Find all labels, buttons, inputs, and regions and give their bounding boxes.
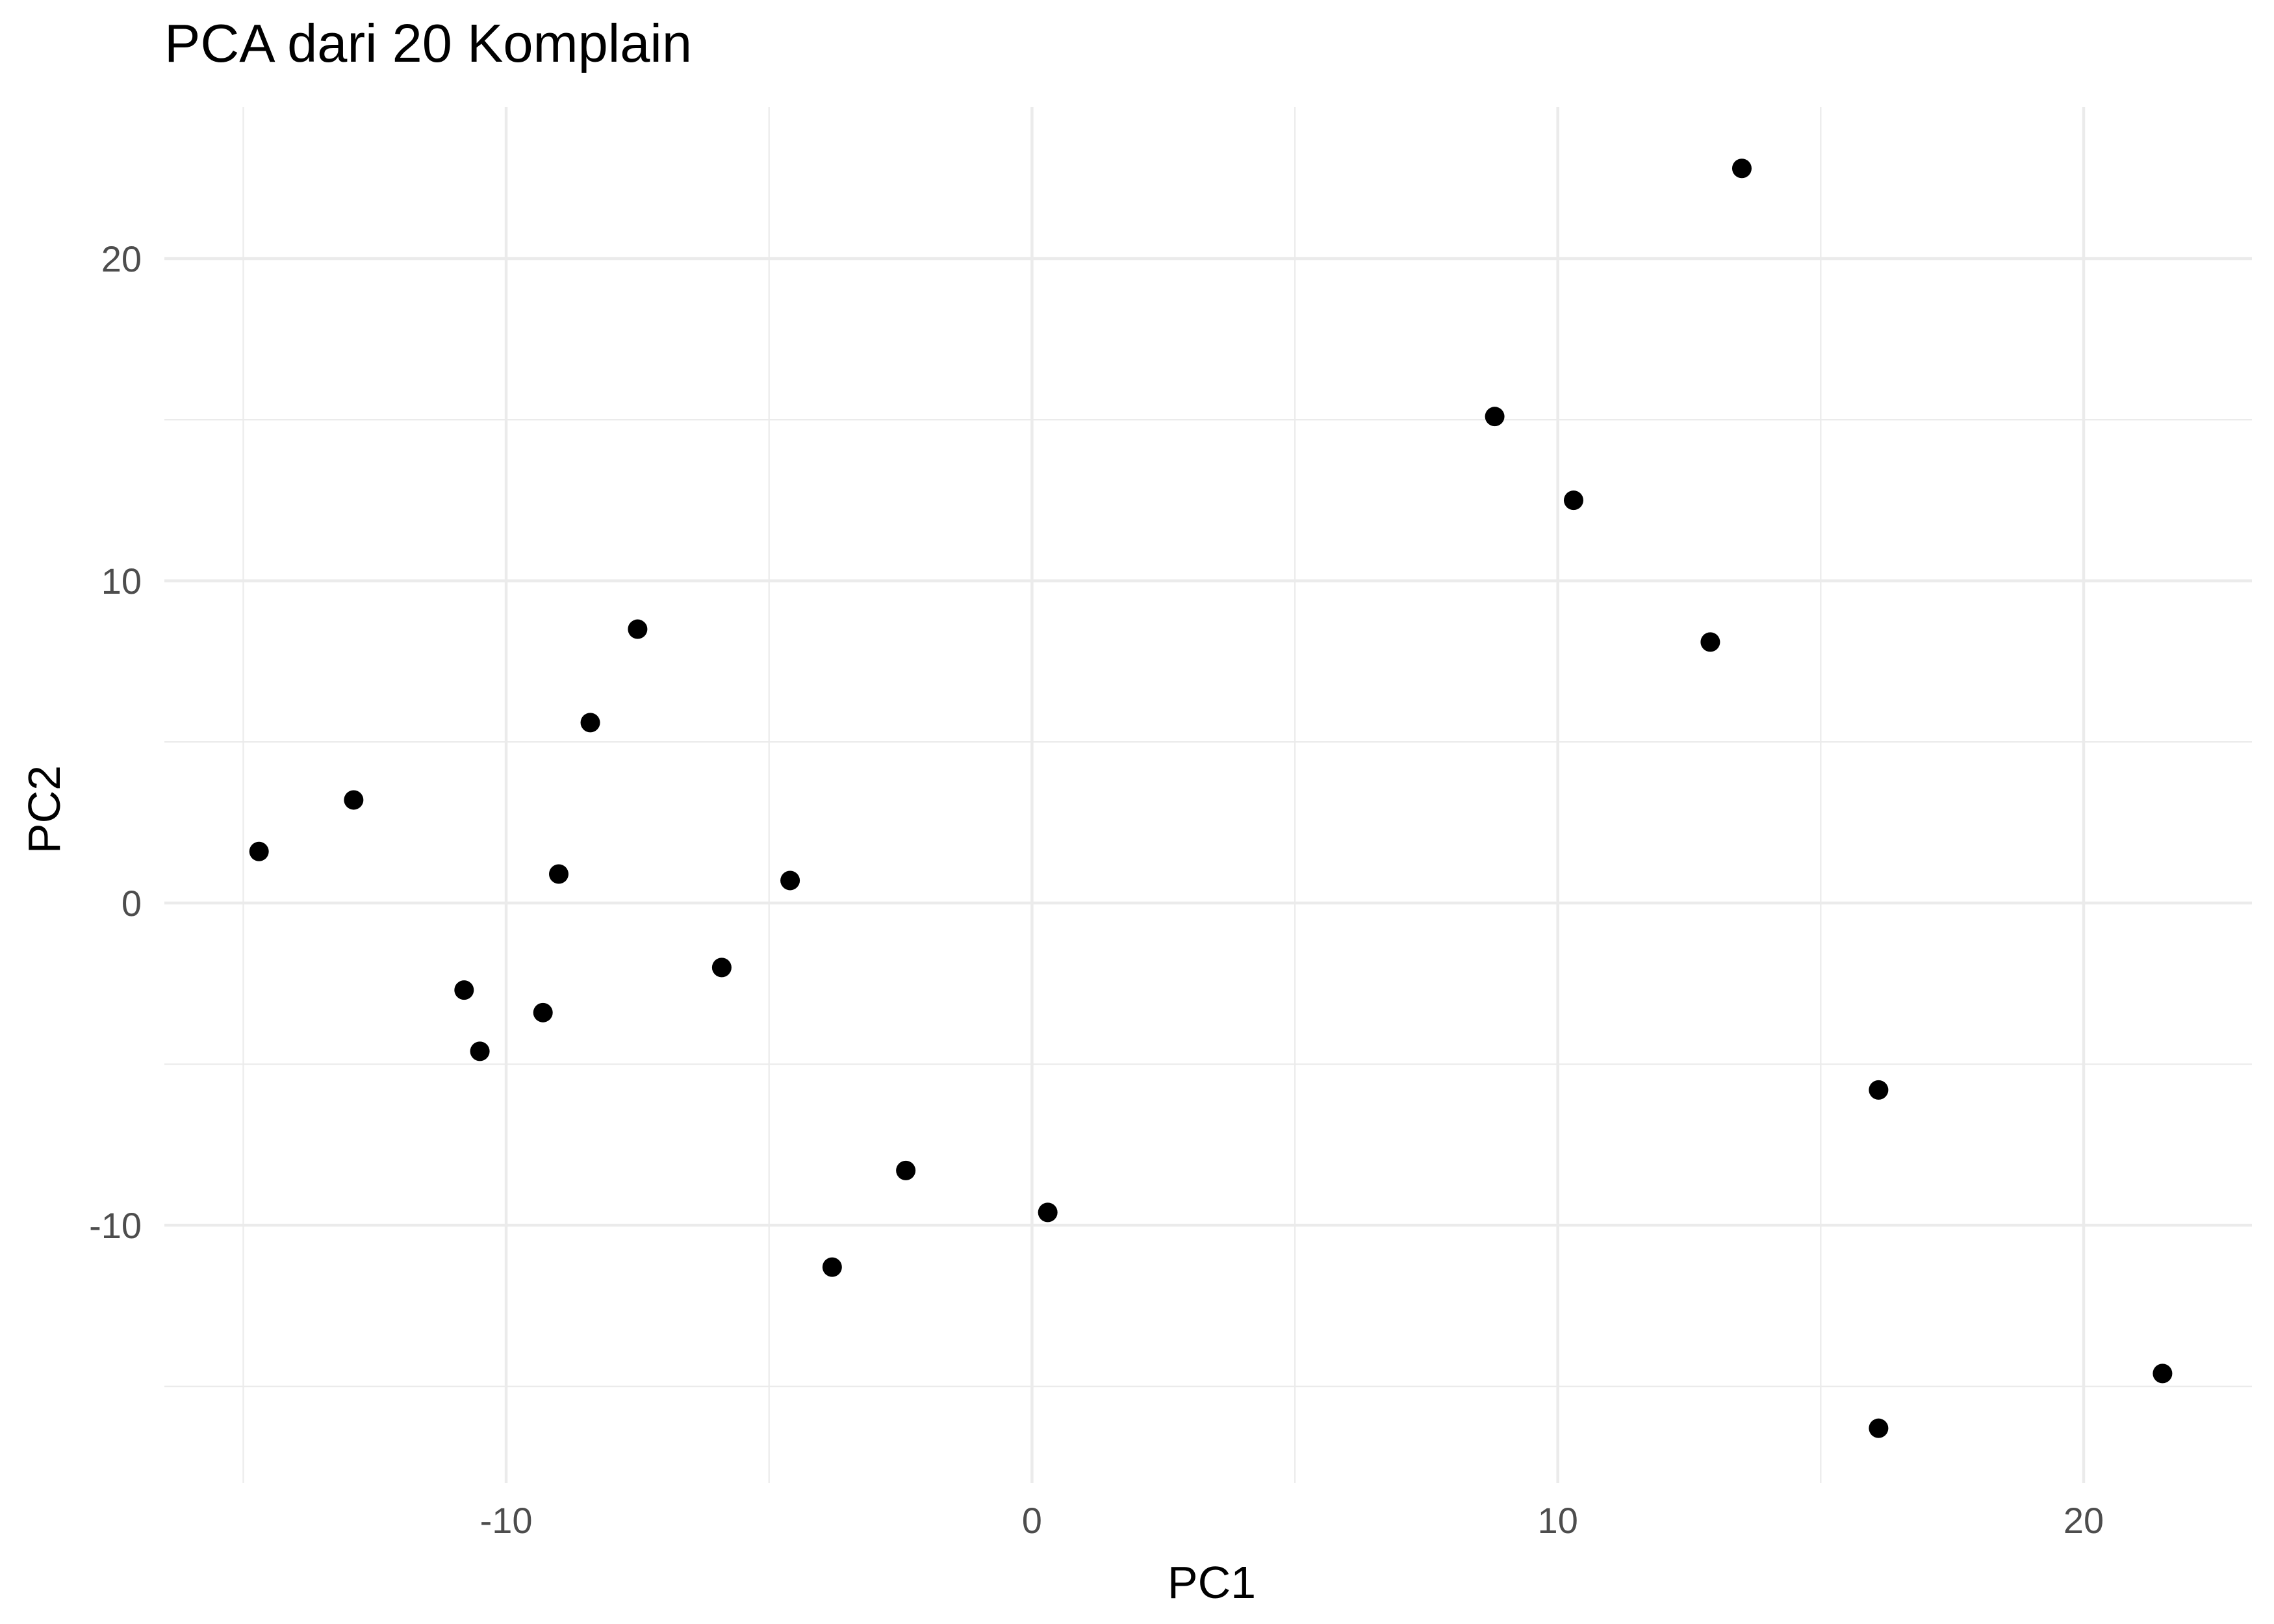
x-tick-label: 20 <box>2063 1500 2104 1541</box>
data-point <box>1731 159 1752 179</box>
y-axis-ticks: -10 0 10 20 <box>89 238 142 1246</box>
x-axis-ticks: -10 0 10 20 <box>480 1500 2104 1541</box>
data-point <box>780 870 800 891</box>
y-tick-label: 10 <box>101 561 142 602</box>
data-point <box>822 1257 842 1277</box>
chart-title: PCA dari 20 Komplain <box>164 13 692 73</box>
data-point <box>896 1160 916 1180</box>
data-point <box>344 790 364 810</box>
data-point <box>1869 1080 1889 1100</box>
data-point <box>470 1041 490 1061</box>
data-point <box>2153 1364 2173 1384</box>
x-tick-label: 0 <box>1022 1500 1042 1541</box>
x-axis-title: PC1 <box>1168 1557 1256 1608</box>
y-axis-title: PC2 <box>19 765 70 854</box>
data-point <box>628 619 648 639</box>
y-tick-label: -10 <box>89 1205 142 1246</box>
data-point <box>1563 490 1583 511</box>
data-point <box>548 864 568 884</box>
y-tick-label: 0 <box>121 883 142 924</box>
data-point <box>533 1002 553 1022</box>
data-point <box>1485 407 1505 427</box>
x-tick-label: -10 <box>480 1500 533 1541</box>
minor-gridlines <box>164 107 2252 1483</box>
data-point <box>711 958 732 978</box>
data-point <box>249 841 269 861</box>
x-tick-label: 10 <box>1538 1500 1578 1541</box>
data-point <box>1869 1418 1889 1438</box>
data-point <box>580 713 600 733</box>
data-point <box>1038 1202 1058 1223</box>
data-point <box>454 980 474 1000</box>
y-tick-label: 20 <box>101 238 142 279</box>
data-points <box>249 159 2173 1438</box>
major-gridlines <box>164 107 2252 1483</box>
data-point <box>1700 632 1720 652</box>
